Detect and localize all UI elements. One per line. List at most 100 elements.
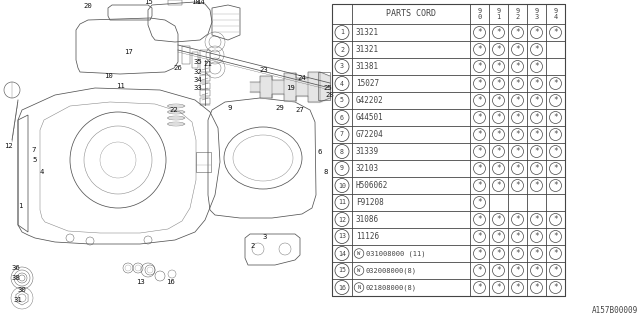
Text: 32103: 32103 [356, 164, 379, 173]
Text: 9: 9 [228, 105, 232, 111]
Text: 9
2: 9 2 [515, 8, 520, 20]
Text: *: * [534, 283, 539, 292]
Text: *: * [515, 181, 520, 190]
Text: 12: 12 [338, 217, 346, 222]
Text: *: * [534, 232, 539, 241]
Text: 7: 7 [340, 132, 344, 138]
Text: *: * [553, 249, 558, 258]
Text: 12: 12 [4, 143, 12, 149]
Text: 6: 6 [340, 115, 344, 121]
Text: 16: 16 [338, 284, 346, 291]
Text: PARTS CORD: PARTS CORD [386, 10, 436, 19]
Text: *: * [496, 96, 501, 105]
Text: 7: 7 [32, 147, 36, 153]
Text: W: W [357, 251, 360, 256]
Text: *: * [553, 96, 558, 105]
Text: 1: 1 [18, 203, 22, 209]
Text: *: * [496, 164, 501, 173]
Text: *: * [534, 215, 539, 224]
Text: 33: 33 [194, 85, 202, 91]
Text: 25: 25 [324, 85, 332, 91]
Text: *: * [515, 45, 520, 54]
Text: 5: 5 [33, 157, 37, 163]
Bar [200, 75, 210, 81]
Text: *: * [515, 266, 520, 275]
Text: 15: 15 [338, 268, 346, 274]
Text: *: * [553, 147, 558, 156]
Text: *: * [496, 215, 501, 224]
Text: *: * [515, 113, 520, 122]
Text: 26: 26 [173, 65, 182, 71]
Text: *: * [534, 266, 539, 275]
Text: *: * [534, 79, 539, 88]
Text: 9: 9 [340, 165, 344, 172]
Text: *: * [515, 62, 520, 71]
Text: *: * [553, 79, 558, 88]
Text: 31086: 31086 [356, 215, 379, 224]
Text: 6: 6 [318, 149, 322, 155]
Text: *: * [496, 249, 501, 258]
Text: *: * [496, 79, 501, 88]
Text: *: * [534, 113, 539, 122]
Text: 9
1: 9 1 [497, 8, 500, 20]
Text: 18: 18 [191, 0, 200, 5]
Text: 8: 8 [324, 169, 328, 175]
Text: 15: 15 [143, 0, 152, 5]
Text: 3: 3 [263, 234, 267, 240]
Text: *: * [553, 130, 558, 139]
Text: 29: 29 [276, 105, 284, 111]
Text: 13: 13 [338, 234, 346, 239]
Text: 11126: 11126 [356, 232, 379, 241]
Text: 32: 32 [194, 69, 202, 75]
Text: 10: 10 [104, 73, 113, 79]
Bar [318, 72, 330, 100]
Text: *: * [515, 249, 520, 258]
Text: *: * [477, 283, 482, 292]
Text: *: * [553, 113, 558, 122]
Text: 021808000(8): 021808000(8) [366, 284, 417, 291]
Text: 24: 24 [298, 75, 307, 81]
Text: *: * [496, 266, 501, 275]
Bar [196, 152, 211, 172]
Text: 9
0: 9 0 [477, 8, 482, 20]
Text: 23: 23 [260, 67, 268, 73]
Text: *: * [477, 62, 482, 71]
Text: *: * [496, 62, 501, 71]
Text: *: * [534, 249, 539, 258]
Text: 38: 38 [12, 275, 20, 281]
Text: 032008000(8): 032008000(8) [366, 267, 417, 274]
Text: 36: 36 [12, 265, 20, 271]
Text: 2: 2 [340, 46, 344, 52]
Text: *: * [515, 147, 520, 156]
Text: *: * [477, 198, 482, 207]
Text: 11: 11 [116, 83, 124, 89]
Text: *: * [553, 164, 558, 173]
Bar [200, 50, 210, 72]
Text: *: * [477, 147, 482, 156]
Text: *: * [534, 96, 539, 105]
Text: *: * [515, 215, 520, 224]
Text: 9
3: 9 3 [534, 8, 539, 20]
Text: *: * [553, 28, 558, 37]
Text: *: * [515, 96, 520, 105]
Text: 17: 17 [124, 49, 132, 55]
Text: 14: 14 [196, 0, 204, 5]
Text: *: * [477, 113, 482, 122]
Text: 20: 20 [84, 3, 92, 9]
Text: *: * [534, 62, 539, 71]
Text: 30: 30 [18, 287, 26, 293]
Text: *: * [496, 181, 501, 190]
Text: *: * [496, 45, 501, 54]
Bar [200, 98, 210, 104]
Text: 31381: 31381 [356, 62, 379, 71]
Text: *: * [477, 181, 482, 190]
Text: 21: 21 [204, 61, 212, 67]
Text: *: * [496, 147, 501, 156]
Text: 3: 3 [340, 63, 344, 69]
Text: 4: 4 [340, 81, 344, 86]
Text: F91208: F91208 [356, 198, 384, 207]
Text: W: W [357, 268, 360, 273]
Text: *: * [534, 181, 539, 190]
Text: 4: 4 [40, 169, 44, 175]
Text: 031008000 (11): 031008000 (11) [366, 250, 426, 257]
